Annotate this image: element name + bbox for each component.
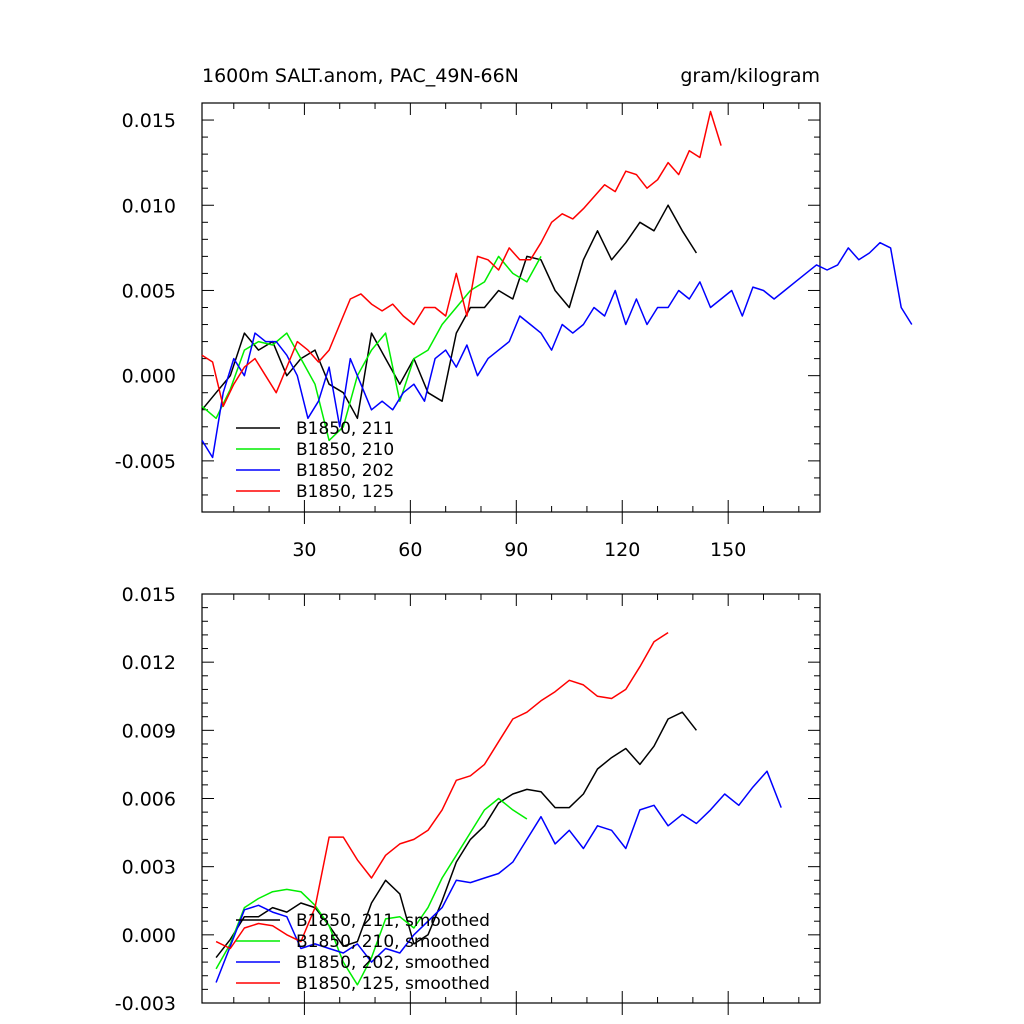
x-tick-label: 120 [604, 539, 640, 561]
y-tick-label: 0.010 [122, 195, 176, 217]
x-tick-label: 30 [292, 539, 316, 561]
plot-panel-bottom: -0.003 0.000 0.003 0.006 0.009 0.012 0.015 [115, 584, 821, 1015]
bottom-legend: B1850, 211, smoothed B1850, 210, smoothe… [236, 911, 490, 994]
plot-panel-top: -0.005 0.000 0.005 0.010 0.015 30 60 90 120 150 [115, 102, 913, 561]
plot-frame [201, 593, 821, 1004]
units-label: gram/kilogram [680, 65, 820, 87]
series-line-211 [201, 204, 698, 420]
y-tick-label: 0.005 [122, 280, 176, 302]
series-line-210 [201, 255, 542, 442]
series-line-202 [201, 241, 913, 459]
legend-label-125: B1850, 125 [296, 482, 394, 502]
series-line-125-smoothed [215, 631, 669, 950]
series-line-125 [201, 110, 722, 408]
y-tick-label: 0.015 [122, 110, 176, 132]
top-legend: B1850, 211 B1850, 210 B1850, 202 B1850, … [236, 419, 394, 502]
legend-label-210: B1850, 210 [296, 440, 394, 460]
y-tick-label: 0.000 [122, 366, 176, 388]
y-tick-label: 0.009 [122, 720, 176, 742]
legend-label-202: B1850, 202 [296, 461, 394, 481]
legend-label-210-smoothed: B1850, 210, smoothed [296, 932, 490, 952]
series-line-202-smoothed [215, 770, 782, 983]
series-line-211-smoothed [215, 711, 697, 959]
y-tick-label: 0.003 [122, 857, 176, 879]
x-tick-label: 90 [504, 539, 528, 561]
y-tick-label: -0.003 [115, 993, 176, 1015]
legend-label-211-smoothed: B1850, 211, smoothed [296, 911, 490, 931]
y-tick-label: 0.015 [122, 584, 176, 606]
chart-title: 1600m SALT.anom, PAC_49N-66N [202, 65, 519, 87]
x-tick-label: 150 [710, 539, 746, 561]
y-tick-label: -0.005 [115, 451, 176, 473]
y-tick-label: 0.000 [122, 925, 176, 947]
series-line-210-smoothed [215, 797, 528, 986]
legend-label-211: B1850, 211 [296, 419, 394, 439]
x-tick-label: 60 [398, 539, 422, 561]
y-tick-label: 0.006 [122, 789, 176, 811]
plot-frame [201, 102, 821, 513]
legend-label-202-smoothed: B1850, 202, smoothed [296, 953, 490, 973]
legend-label-125-smoothed: B1850, 125, smoothed [296, 974, 490, 994]
y-tick-label: 0.012 [122, 652, 176, 674]
